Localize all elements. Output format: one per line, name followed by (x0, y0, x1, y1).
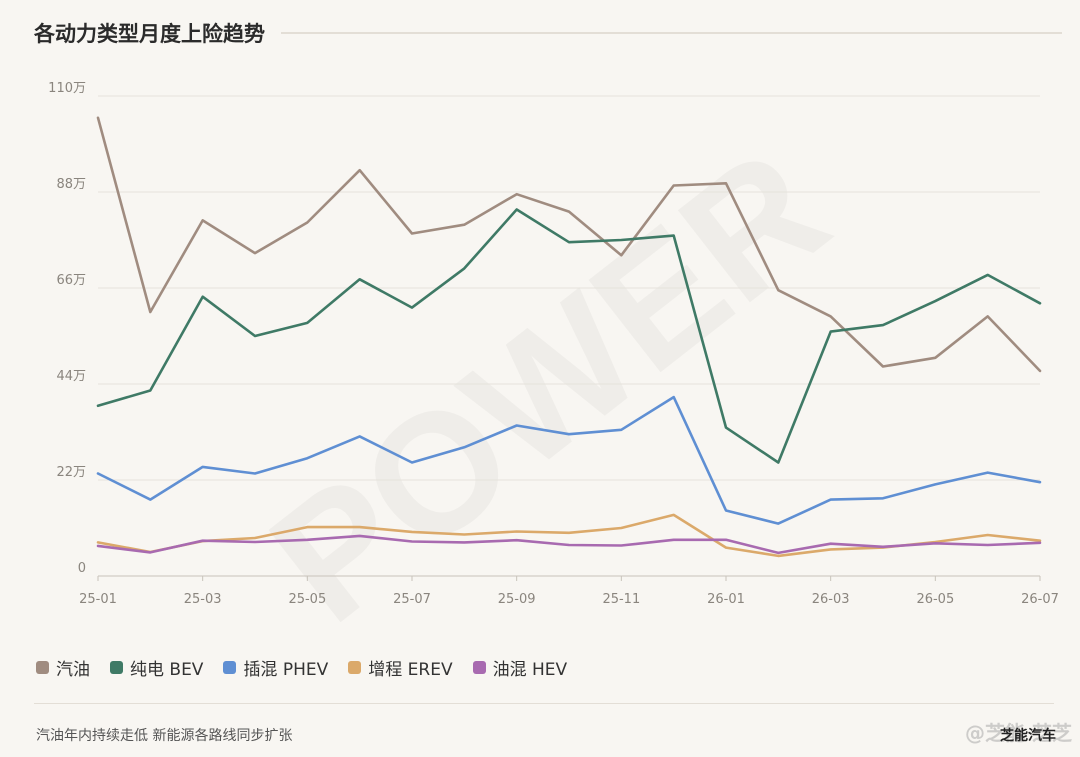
y-tick-label: 0 (78, 561, 86, 576)
legend-item: 纯电 BEV (110, 655, 203, 680)
legend-label: 汽油 (56, 660, 90, 680)
x-tick-label: 25-03 (184, 592, 222, 607)
series-line-0 (96, 116, 1042, 373)
x-tick-label: 25-01 (79, 592, 117, 607)
chart-header: 各动力类型月度上险趋势 (34, 16, 1062, 50)
x-tick-label: 25-11 (602, 592, 640, 607)
legend-item: 插混 PHEV (223, 655, 328, 680)
series-line-4 (96, 534, 1042, 555)
y-tick-label: 88万 (56, 177, 86, 192)
weibo-watermark: @芝能 芝芝 (965, 721, 1072, 745)
legend-swatch (223, 661, 237, 674)
x-tick-label: 25-07 (393, 592, 431, 607)
chart-title: 各动力类型月度上险趋势 (34, 22, 265, 46)
legend-label: 油混 HEV (492, 660, 568, 680)
legend-item: 增程 EREV (348, 655, 453, 680)
x-tick-label: 26-07 (1021, 592, 1059, 607)
brand-label: 芝能汽车 (1000, 728, 1056, 744)
legend-swatch (110, 661, 123, 674)
title-divider (281, 32, 1062, 34)
y-tick-label: 110万 (48, 81, 86, 96)
x-tick-label: 25-09 (498, 592, 536, 607)
x-tick-label: 26-01 (707, 592, 745, 607)
series-line-3 (96, 513, 1042, 558)
legend-label: 纯电 BEV (130, 660, 204, 680)
legend-item: 油混 HEV (472, 655, 568, 680)
x-tick-label: 25-05 (288, 592, 326, 607)
y-tick-label: 66万 (56, 273, 86, 288)
legend-swatch (348, 661, 362, 674)
grid-lines (98, 95, 1040, 577)
legend-swatch (36, 661, 49, 674)
footnote: 汽油年内持续走低 新能源各路线同步扩张 (36, 728, 293, 744)
footer-divider (34, 703, 1054, 704)
series-line-2 (96, 395, 1042, 525)
y-tick-label: 22万 (56, 465, 86, 480)
legend-label: 增程 EREV (368, 660, 453, 680)
series-line-1 (96, 208, 1042, 464)
x-axis: 25-01 25-03 25-05 25-07 25-09 25-11 26-01 26-03… (79, 576, 1059, 607)
y-tick-label: 44万 (56, 369, 86, 384)
series-lines (96, 116, 1042, 558)
chart-legend: 汽油 纯电 BEV 插混 PHEV 增程 EREV 油混 HEV (36, 655, 567, 680)
legend-item: 汽油 (36, 655, 90, 680)
legend-label: 插混 PHEV (243, 660, 329, 680)
legend-swatch (472, 661, 486, 674)
x-tick-label: 26-05 (916, 592, 954, 607)
x-tick-label: 26-03 (812, 592, 850, 607)
y-axis: 0 22万 44万 66万 88万 110万 (48, 81, 86, 576)
